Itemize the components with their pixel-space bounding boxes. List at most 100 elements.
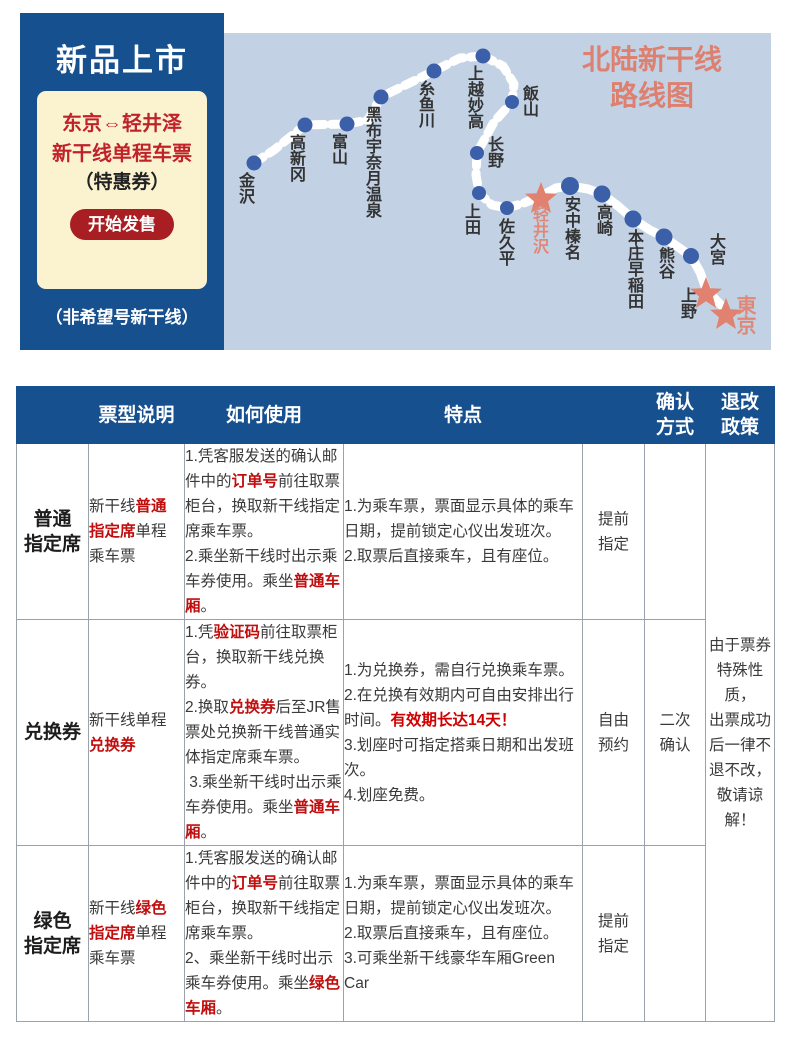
route-line-graphic — [246, 48, 742, 329]
row-name-line1: 普通 — [33, 508, 72, 530]
header-refund-policy-line2: 政策 — [720, 417, 759, 438]
policy-line-4: 后一律不 — [708, 736, 771, 754]
confirm-line2: 指定 — [597, 535, 629, 553]
policy-line-1: 由于票券 — [708, 636, 771, 654]
confirm-line1: 提前 — [597, 510, 629, 528]
promo-card: 东京⇔轻井泽 新干线单程车票 （特惠券） 开始发售 — [37, 91, 207, 289]
route-map: 北陆新干线 路线图 金沢 高新冈 富山 黑布宇奈月温泉 糸鱼川 上越妙高 飯山 … — [224, 33, 771, 350]
header-features: 特点 — [343, 386, 583, 444]
station-dot — [339, 116, 355, 132]
station-label-honjo-waseda: 本庄早稲田 — [625, 229, 642, 309]
row-name-green-reserved: 绿色 指定席 — [16, 845, 89, 1022]
header-blank-1 — [16, 386, 89, 444]
promo-note: （非希望号新干线） — [45, 308, 199, 327]
station-dot — [683, 248, 699, 264]
confirm2-line1: 二次 — [659, 711, 691, 729]
header-confirm-method-line1: 确认 — [655, 392, 694, 413]
row-features-green-reserved: 1.为乘车票，票面显示具体的乘车日期，提前锁定心仪出发班次。 2.取票后直接乘车，… — [343, 845, 583, 1022]
station-dot — [373, 89, 389, 105]
desc-part-red: 兑换券 — [89, 736, 136, 754]
desc-part-plain2: 单程 — [135, 925, 167, 942]
station-star — [525, 182, 742, 329]
station-label-karuizawa: 轻井沢 — [530, 206, 547, 254]
station-dot — [593, 185, 611, 203]
map-title-line1: 北陆新干线 — [581, 45, 722, 76]
header-refund-policy-line1: 退改 — [720, 392, 759, 413]
row-name-line1: 绿色 — [33, 910, 72, 932]
row-desc-ordinary-reserved: 新干线普通 指定席单程 乘车票 — [88, 443, 185, 620]
row-desc-green-reserved: 新干线绿色 指定席单程 乘车票 — [88, 845, 185, 1022]
desc-part-red2: 指定席 — [89, 925, 136, 942]
desc-part-plain3: 乘车票 — [89, 950, 136, 967]
policy-line-2: 特殊性质， — [716, 661, 764, 704]
policy-line-3: 出票成功 — [708, 711, 771, 729]
row-name-exchange-voucher: 兑换券 — [16, 619, 89, 846]
promo-title: 新品上市 — [56, 43, 188, 78]
promo-product-line: 新干线单程车票 — [52, 143, 192, 165]
row-features-ordinary-reserved: 1.为乘车票，票面显示具体的乘车日期，提前锁定心仪出发班次。 2.取票后直接乘车，… — [343, 443, 583, 620]
confirm2-line2: 确认 — [659, 736, 691, 754]
desc-part-plain3: 乘车票 — [89, 548, 136, 565]
row-confirm-method-green-reserved — [644, 845, 706, 1022]
station-label-kurobe-unazuki-onsen: 黑布宇奈月温泉 — [363, 106, 380, 218]
row-name-line1: 兑换券 — [23, 722, 81, 743]
ticket-comparison-table: 票型说明 如何使用 特点 确认 方式 退改 政策 普通 指定席 — [16, 386, 775, 1022]
desc-part-plain2: 单程 — [135, 523, 167, 540]
station-label-iiyama: 飯山 — [520, 85, 537, 117]
station-dot — [561, 177, 579, 195]
policy-line-5: 退不改， — [708, 761, 771, 779]
row-desc-exchange-voucher: 新干线单程 兑换券 — [88, 619, 185, 846]
header-confirm-method-line2: 方式 — [655, 417, 694, 438]
row-usage-ordinary-reserved: 1.凭客服发送的确认邮件中的订单号前往取票柜台，换取新干线指定席乘车票。 2.乘坐… — [184, 443, 344, 620]
station-dot — [500, 201, 514, 215]
station-dot — [470, 146, 484, 160]
row-name-ordinary-reserved: 普通 指定席 — [16, 443, 89, 620]
station-dot — [426, 63, 442, 79]
map-title: 北陆新干线 路线图 — [547, 43, 757, 115]
header-how-to-use: 如何使用 — [184, 386, 344, 444]
confirm-line2: 指定 — [597, 937, 629, 955]
station-dot — [297, 117, 313, 133]
station-label-toyama-shinoka: 高新冈 — [287, 134, 304, 182]
station-dot — [472, 186, 486, 200]
row-confirm-method-ordinary-reserved — [644, 443, 706, 620]
station-label-sakudaira: 佐久平 — [496, 218, 513, 266]
station-dot — [505, 95, 519, 109]
station-label-kumagaya: 熊谷 — [656, 247, 673, 279]
station-dot — [624, 210, 642, 228]
station-label-annaka-haruna: 安中榛名 — [562, 196, 579, 260]
station-label-takasaki: 高崎 — [594, 204, 611, 236]
row-features-exchange-voucher: 1.为兑换券，需自行兑换乘车票。 2.在兑换有效期内可自由安排出行时间。有效期长达… — [343, 619, 583, 846]
refund-policy-cell: 由于票券 特殊性质， 出票成功 后一律不 退不改， 敬请谅解！ — [705, 443, 775, 1022]
table-row: 兑换券 新干线单程 兑换券 1.凭验证码前往取票柜台，换取新干线兑换券。 2.换取… — [16, 619, 775, 846]
station-dot — [246, 155, 262, 171]
policy-line-6: 敬请谅解！ — [716, 786, 764, 829]
desc-part-red2: 指定席 — [89, 523, 136, 540]
promo-panel: 新品上市 东京⇔轻井泽 新干线单程车票 （特惠券） 开始发售 （非希望号新干线） — [20, 13, 224, 350]
confirm-line1: 提前 — [597, 912, 629, 930]
row-usage-exchange-voucher: 1.凭验证码前往取票柜台，换取新干线兑换券。 2.换取兑换券后至JR售票处兑换新干… — [184, 619, 344, 846]
desc-part-plain: 新干线单程 — [89, 711, 167, 729]
desc-part-red: 普通 — [135, 498, 167, 515]
row-confirm-method-exchange-voucher: 二次 确认 — [644, 619, 706, 846]
station-dot — [655, 228, 673, 246]
header-ticket-desc: 票型说明 — [88, 386, 185, 444]
row-confirm-exchange-voucher: 自由 预约 — [582, 619, 645, 846]
row-usage-green-reserved: 1.凭客服发送的确认邮件中的订单号前往取票柜台，换取新干线指定席乘车票。 2、乘坐… — [184, 845, 344, 1022]
table-header-row: 票型说明 如何使用 特点 确认 方式 退改 政策 — [16, 386, 775, 444]
confirm-line1: 自由 — [597, 711, 629, 729]
station-label-nagano: 长野 — [485, 136, 502, 168]
row-confirm-ordinary-reserved: 提前 指定 — [582, 443, 645, 620]
header-confirm-method: 确认 方式 — [644, 386, 706, 444]
table-row: 绿色 指定席 新干线绿色 指定席单程 乘车票 1.凭客服发送的确认邮件中的订单号… — [16, 845, 775, 1022]
header-refund-policy: 退改 政策 — [705, 386, 775, 444]
station-label-kanazawa: 金沢 — [236, 172, 253, 204]
station-label-toyama: 富山 — [329, 133, 346, 165]
desc-part-plain: 新干线 — [89, 498, 136, 515]
header-blank-2 — [582, 386, 645, 444]
station-label-omiya: 大宮 — [707, 233, 724, 265]
station-label-ueda: 上田 — [462, 203, 479, 235]
station-label-itoigawa: 糸鱼川 — [416, 80, 433, 128]
start-sale-button[interactable]: 开始发售 — [70, 209, 174, 240]
